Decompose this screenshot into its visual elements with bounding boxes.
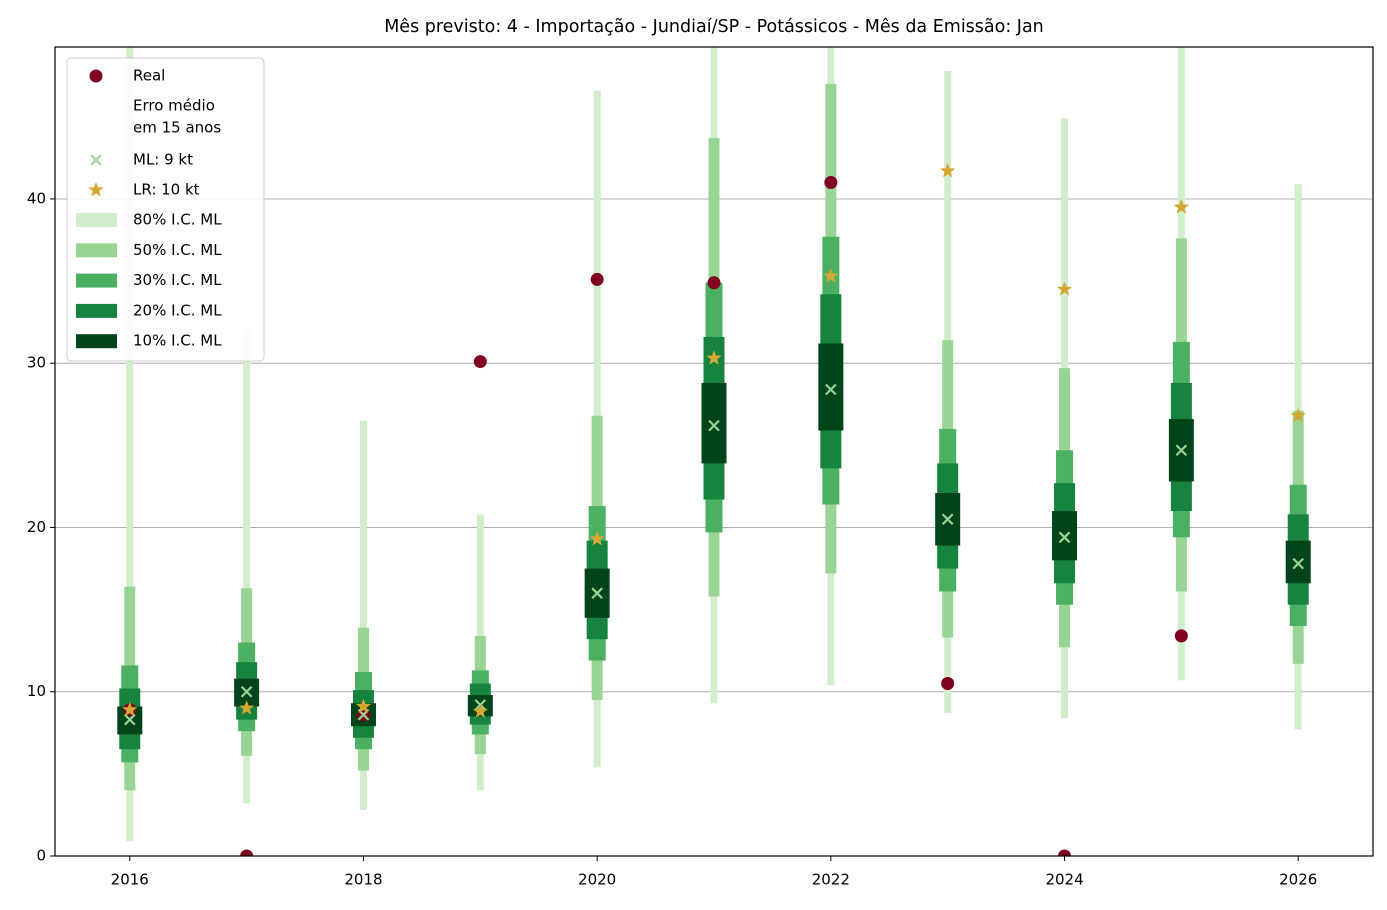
y-tick-label: 30 — [27, 354, 46, 372]
chart-title: Mês previsto: 4 - Importação - Jundiaí/S… — [384, 17, 1044, 37]
point-star — [1173, 199, 1189, 214]
legend-label: 50% I.C. ML — [133, 241, 222, 259]
point-star — [1056, 281, 1073, 296]
y-tick-label: 40 — [27, 189, 46, 207]
point-circle — [707, 276, 721, 290]
x-tick-label: 2026 — [1279, 871, 1317, 889]
legend-marker — [88, 182, 104, 197]
point-x — [941, 513, 954, 526]
x-tick-label: 2022 — [812, 871, 850, 889]
y-tick-label: 20 — [27, 518, 46, 536]
x-tick-label: 2016 — [111, 871, 149, 889]
legend-swatch — [76, 303, 117, 318]
legend-label: 20% I.C. ML — [133, 301, 222, 319]
interval-bar — [1052, 511, 1078, 561]
legend-label: 30% I.C. ML — [133, 271, 222, 289]
point-star — [239, 700, 255, 715]
legend-label: LR: 10 kt — [133, 181, 200, 199]
point-circle — [590, 272, 604, 286]
point-star — [122, 701, 138, 717]
x-tick-label: 2020 — [578, 871, 616, 889]
legend-marker — [89, 69, 103, 83]
legend-note: Erro médio — [133, 97, 215, 115]
legend-marker — [90, 154, 102, 166]
legend-swatch — [76, 273, 117, 288]
plot-area — [117, 47, 1311, 856]
legend-label: 80% I.C. ML — [133, 211, 222, 229]
point-circle — [1058, 849, 1072, 856]
point-circle — [473, 355, 487, 369]
point-star — [589, 530, 605, 546]
point-x — [591, 587, 603, 599]
point-circle — [941, 677, 955, 691]
point-x — [124, 713, 136, 726]
legend-label: 10% I.C. ML — [133, 332, 222, 350]
y-tick-label: 0 — [36, 847, 46, 865]
point-star — [823, 268, 839, 283]
axes-frame — [54, 46, 1374, 857]
legend-label: ML: 9 kt — [133, 151, 193, 169]
x-tick-label: 2024 — [1045, 871, 1083, 889]
point-star — [940, 163, 956, 178]
point-x — [1292, 557, 1304, 570]
point-star — [706, 350, 722, 365]
point-circle — [1174, 629, 1188, 643]
interval-bar — [126, 47, 134, 842]
point-star — [472, 703, 488, 718]
y-tick-label: 10 — [27, 682, 46, 700]
point-x — [240, 685, 253, 698]
x-tick-label: 2018 — [344, 871, 382, 889]
point-star — [355, 698, 372, 713]
interval-bar — [359, 420, 367, 811]
point-x — [825, 383, 837, 396]
legend: Real Erro médio em 15 anos ML: 9 kt LR: 10 k… — [66, 57, 265, 362]
legend-label: Real — [133, 67, 165, 85]
point-x — [708, 419, 720, 432]
interval-bar — [243, 330, 251, 804]
point-x — [1058, 531, 1071, 544]
legend-swatch — [76, 243, 117, 258]
interval-bar — [1285, 540, 1311, 584]
legend-swatch — [76, 334, 117, 349]
point-circle — [824, 176, 838, 190]
point-circle — [240, 849, 254, 856]
legend-swatch — [76, 213, 117, 227]
point-star — [1290, 407, 1306, 423]
interval-bar — [701, 382, 727, 464]
interval-bar — [818, 343, 844, 431]
axes: 0 10 20 30 40 2016 2018 2020 2022 2024 2026 — [27, 189, 1317, 888]
point-x — [1175, 444, 1188, 457]
legend-note: em 15 anos — [133, 119, 221, 137]
